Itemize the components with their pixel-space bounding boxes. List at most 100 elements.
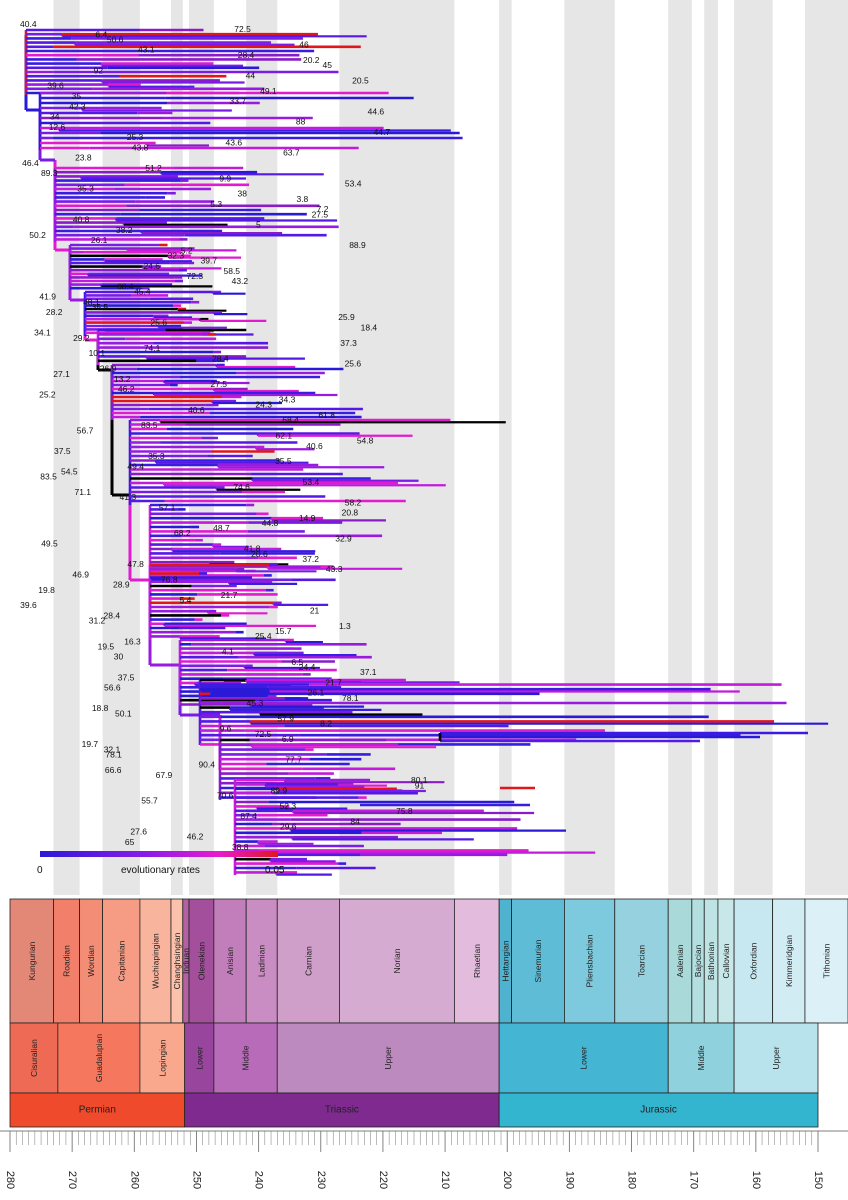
axis-tick-label: 240: [253, 1171, 265, 1189]
node-age-label: 58.2: [345, 497, 362, 507]
node-age-label: 88.9: [349, 240, 366, 250]
node-age-label: 63.7: [283, 148, 300, 158]
series-cell: [213, 1022, 278, 1094]
node-age-label: 92: [94, 65, 104, 75]
series-label: Guadalupian: [94, 1034, 104, 1082]
stage-cell: [53, 898, 81, 1024]
node-age-label: 15.7: [275, 626, 292, 636]
node-age-label: 38: [238, 189, 248, 199]
stage-label: Bajocian: [693, 944, 703, 977]
node-age-label: 24.3: [255, 400, 272, 410]
node-age-label: 40.6: [306, 441, 323, 451]
node-age-label: 49.1: [260, 86, 277, 96]
series-label: Cisuralian: [29, 1039, 39, 1077]
node-age-label: 23.8: [75, 153, 92, 163]
node-age-label: 37.5: [118, 672, 135, 682]
series-label: Upper: [771, 1046, 781, 1069]
period-label: Triassic: [325, 1105, 359, 1116]
stage-label: Olenekian: [196, 942, 206, 981]
period-label: Permian: [79, 1105, 116, 1116]
node-age-label: 58.5: [223, 266, 240, 276]
stage-label: Pliensbachian: [585, 934, 595, 987]
node-age-label: 5: [256, 220, 261, 230]
node-age-label: 39.6: [20, 600, 37, 610]
node-age-label: 6.4: [95, 29, 107, 39]
stage-label: Toarcian: [636, 945, 646, 977]
node-age-label: 51.2: [145, 163, 162, 173]
stage-label: Kimmeridgian: [784, 935, 794, 987]
node-age-label: 75.8: [396, 806, 413, 816]
stage-cell: [102, 898, 141, 1024]
node-age-label: 57.9: [277, 713, 294, 723]
node-age-label: 68.2: [174, 528, 191, 538]
node-age-label: 90.4: [198, 760, 215, 770]
stage-label: Sinemurian: [533, 939, 543, 982]
node-age-label: 5.2: [181, 245, 193, 255]
node-age-label: 39.7: [201, 256, 218, 266]
node-age-label: 46.2: [118, 384, 135, 394]
node-age-label: 66.6: [105, 765, 122, 775]
node-age-label: 70.6: [217, 791, 234, 801]
stage-row: Kungurian Roadian Wordian Capitanian Wuchiap…: [9, 898, 848, 1024]
node-age-label: 14.9: [299, 513, 316, 523]
axis-tick-label: 250: [190, 1171, 202, 1189]
node-age-label: 56.6: [104, 683, 121, 693]
series-cell: [498, 1022, 669, 1094]
stage-cell: [339, 898, 455, 1024]
node-age-label: 28.4: [238, 50, 255, 60]
stage-label: Norian: [392, 948, 402, 973]
node-age-label: 83.5: [141, 420, 158, 430]
node-age-label: 24.4: [299, 662, 316, 672]
node-age-label: 34: [50, 112, 60, 122]
node-age-label: 18.4: [361, 322, 378, 332]
stage-stripe: [564, 0, 615, 895]
axis-tick-label: 190: [563, 1171, 575, 1189]
node-age-label: 71.1: [74, 487, 91, 497]
node-age-label: 10.1: [89, 348, 106, 358]
node-age-label: 44: [246, 70, 256, 80]
period-row: Permian Triassic Jurassic: [9, 1092, 819, 1128]
node-age-label: 35.3: [77, 184, 94, 194]
node-age-label: 18.8: [92, 703, 109, 713]
node-age-label: 65: [125, 837, 135, 847]
stage-label: Rhaetian: [472, 944, 482, 978]
node-age-label: 44.6: [368, 106, 385, 116]
stage-label: Induan: [181, 948, 191, 974]
node-age-label: 20.5: [352, 76, 369, 86]
axis-tick-label: 280: [4, 1171, 16, 1189]
node-age-label: 61.8: [318, 410, 335, 420]
node-age-label: 46.9: [72, 569, 89, 579]
node-age-label: 43.1: [138, 45, 155, 55]
node-age-label: 19.8: [38, 585, 55, 595]
stage-label: Wuchiapingian: [150, 933, 160, 989]
node-age-label: 44.8: [262, 518, 279, 528]
node-age-label: 27.5: [312, 209, 329, 219]
series-label: Middle: [696, 1045, 706, 1070]
node-age-label: 4.1: [222, 647, 234, 657]
node-age-label: 37.3: [340, 338, 357, 348]
node-age-label: 35.5: [92, 302, 109, 312]
node-age-label: 35.3: [148, 451, 165, 461]
rate-legend: 0 evolutionary rates 0.05: [37, 851, 285, 876]
node-age-label: 46.2: [187, 832, 204, 842]
stage-stripe: [804, 0, 848, 895]
node-age-label: 6.5: [291, 657, 303, 667]
stage-cell: [453, 898, 500, 1024]
node-age-label: 89.3: [41, 168, 58, 178]
period-label: Jurassic: [640, 1105, 677, 1116]
node-age-label: 12.6: [49, 122, 66, 132]
stage-cell: [511, 898, 565, 1024]
node-age-label: 32.9: [335, 533, 352, 543]
stage-cell: [139, 898, 172, 1024]
series-label: Lopingian: [157, 1039, 167, 1076]
node-age-label: 29.2: [73, 333, 90, 343]
axis-tick-label: 150: [812, 1171, 824, 1189]
node-age-label: 53.4: [345, 178, 362, 188]
node-age-label: 21.7: [325, 677, 342, 687]
node-age-label: 55.7: [141, 796, 158, 806]
node-age-label: 16.3: [124, 636, 141, 646]
node-age-label: 33.7: [230, 96, 247, 106]
axis-tick-label: 180: [626, 1171, 638, 1189]
stage-cell: [276, 898, 340, 1024]
node-age-label: 32.1: [104, 744, 121, 754]
